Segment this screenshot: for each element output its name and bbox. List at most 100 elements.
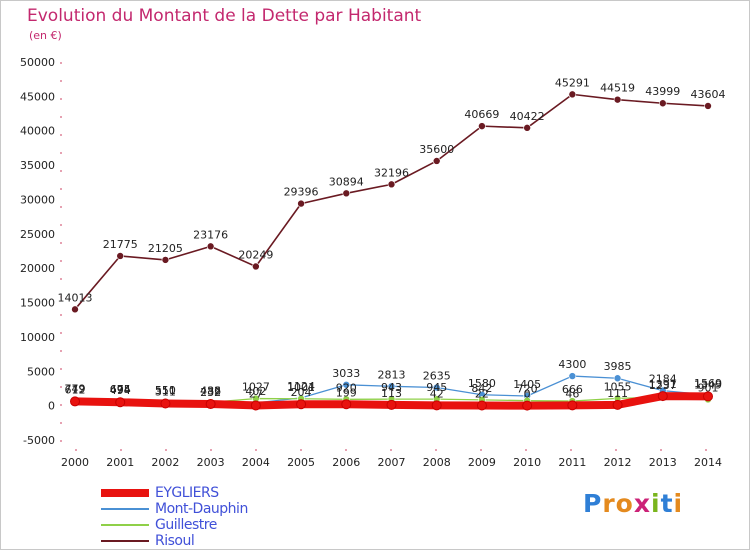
data-label: 311 [155,385,176,398]
data-label: 436 [200,385,221,398]
legend-swatch-eygliers [101,489,149,497]
chart-title: Evolution du Montant de la Dette par Hab… [27,6,422,26]
data-point [704,102,712,110]
data-point [703,391,713,402]
data-label: 1580 [468,377,496,390]
logo-letter: i [651,489,661,518]
legend-swatch-risoul [101,540,149,542]
data-label: 2635 [423,370,451,383]
y-tick-label: 15000 [20,297,55,310]
data-label: 46 [565,387,579,400]
legend-item-eygliers[interactable]: EYGLIERS [101,485,248,501]
data-label: 1405 [513,378,541,391]
data-label: 23176 [193,228,228,241]
data-label: 511 [155,384,176,397]
x-tick-label: 2001 [106,456,134,469]
data-point [522,400,533,411]
data-point [432,383,441,392]
data-label: 3985 [604,360,632,373]
logo-letter: i [673,489,684,518]
legend-label-eygliers: EYGLIERS [155,485,219,501]
proxiti-logo: Proxiti [583,489,683,518]
data-label: 945 [426,381,447,394]
data-label: 1391 [649,378,677,391]
data-label: 21205 [148,242,183,255]
data-point [161,256,170,264]
data-label: 40669 [464,108,499,121]
x-tick-label: 2002 [151,456,179,469]
y-tick-label: 20000 [20,262,55,275]
data-point [657,391,668,402]
data-point [115,397,126,408]
data-label: 612 [65,383,86,396]
y-tick-label: 25000 [20,228,55,241]
data-label: 482 [200,384,221,397]
legend-label-risoul: Risoul [155,533,195,549]
x-tick-label: 2010 [513,456,541,469]
x-tick-label: 2000 [61,456,89,469]
data-label: 3033 [332,367,360,380]
logo-letter: P [583,489,603,518]
data-label: 20249 [238,248,273,261]
data-label: 1349 [694,378,722,391]
data-label: 4300 [558,358,586,371]
data-point [71,305,79,314]
y-tick-label: 50000 [20,56,55,69]
data-point [568,90,577,99]
series-line [74,93,709,310]
data-label: 1237 [649,379,677,392]
data-label: 2184 [649,373,677,386]
data-label: 779 [65,382,86,395]
y-tick-label: 35000 [20,159,55,172]
data-label: 694 [110,383,131,396]
data-point [613,374,622,383]
data-point [568,372,577,380]
data-point [478,122,486,130]
x-tick-label: 2012 [604,456,632,469]
data-label: 111 [607,387,628,400]
data-point [205,399,216,410]
x-tick-label: 2005 [287,456,315,469]
data-label: 43999 [645,85,680,98]
data-point [431,400,442,411]
data-point [386,399,397,410]
chart-legend: EYGLIERS Mont-Dauphin Guillestre Risoul [101,485,248,549]
data-point [160,398,171,409]
x-tick-label: 2003 [197,456,225,469]
data-point [116,252,125,260]
data-point [342,189,351,198]
data-point [70,396,80,407]
legend-label-mont-dauphin: Mont-Dauphin [155,501,248,517]
data-label: 113 [381,387,402,400]
legend-swatch-guillestre [101,524,149,526]
chart-unit: (en €) [29,29,62,42]
data-label: 550 [155,384,176,397]
data-point [613,95,622,104]
data-point [612,399,623,410]
x-tick-label: 2013 [649,456,677,469]
data-point [296,399,307,410]
logo-letter: o [615,489,634,518]
logo-letter: x [633,489,651,518]
y-tick-label: -5000 [23,434,55,447]
y-tick-label: 30000 [20,193,55,206]
data-label: 1569 [694,377,722,390]
legend-item-guillestre[interactable]: Guillestre [101,517,248,533]
data-label: 901 [698,381,719,394]
data-label: 199 [336,386,357,399]
x-tick-label: 2007 [378,456,406,469]
data-label: 675 [110,383,131,396]
data-label: 943 [381,381,402,394]
data-point [523,124,531,132]
x-tick-label: 2006 [332,456,360,469]
y-tick-label: 10000 [20,331,55,344]
data-label: 1055 [604,380,632,393]
x-tick-label: 2004 [242,456,270,469]
legend-item-mont-dauphin[interactable]: Mont-Dauphin [101,501,248,517]
data-point [658,99,667,108]
legend-item-risoul[interactable]: Risoul [101,533,248,549]
y-tick-label: 5000 [27,365,55,378]
data-label: 42 [430,387,444,400]
data-label: 27 [249,387,263,400]
legend-swatch-mont-dauphin [101,508,149,510]
